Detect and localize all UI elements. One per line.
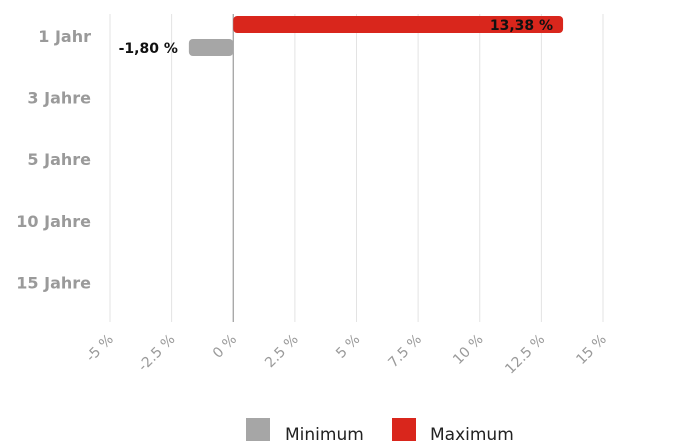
category-label: 10 Jahre — [16, 212, 91, 231]
legend: Minimum Maximum — [246, 418, 514, 441]
bars — [188, 16, 564, 56]
bar-maximum — [233, 16, 564, 33]
x-tick-label: 5 % — [333, 332, 363, 362]
legend-swatch-minimum — [246, 418, 270, 441]
x-tick-label: 0 % — [210, 332, 240, 362]
category-label: 5 Jahre — [27, 150, 91, 169]
x-tick-label: 2.5 % — [262, 332, 302, 372]
legend-label-minimum: Minimum — [285, 425, 364, 441]
x-tick-label: -5 % — [83, 332, 117, 366]
data-label-maximum: 13,38 % — [490, 18, 553, 34]
x-tick-label: 10 % — [450, 332, 486, 368]
bar-minimum — [188, 39, 234, 56]
x-tick-label: 7.5 % — [385, 332, 425, 372]
legend-swatch-maximum — [392, 418, 416, 441]
x-tick-label: 15 % — [573, 332, 609, 368]
x-tick-label: 12.5 % — [502, 332, 548, 378]
category-label: 3 Jahre — [27, 89, 91, 108]
category-label: 15 Jahre — [16, 273, 91, 292]
grid — [109, 14, 604, 322]
category-label: 1 Jahr — [38, 27, 91, 46]
labels: -5 % -2.5 % 0 % 2.5 % 5 % 7.5 % 10 % 12.5 % 15 %… — [16, 18, 610, 377]
legend-label-maximum: Maximum — [430, 425, 514, 441]
x-tick-label: -2.5 % — [135, 332, 178, 375]
data-label-minimum: -1,80 % — [119, 41, 178, 57]
